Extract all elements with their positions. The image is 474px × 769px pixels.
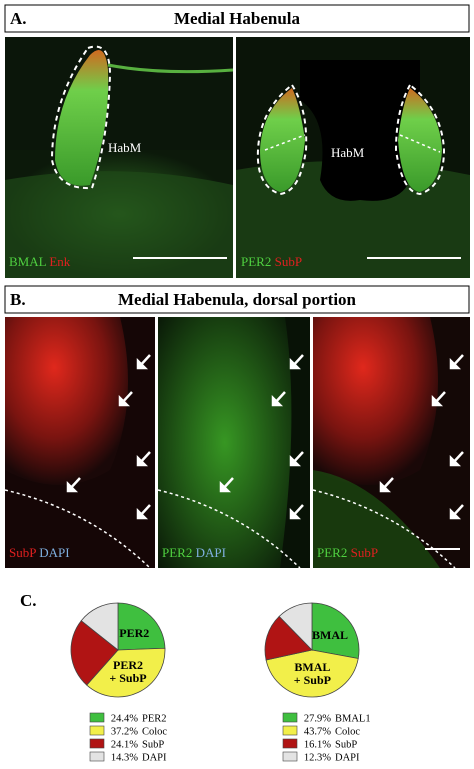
region-label: HabM <box>331 145 365 160</box>
legend-swatch <box>282 738 298 749</box>
legend-swatch <box>89 725 105 736</box>
legend-value: 43.7% <box>304 727 331 738</box>
slice-label-line: + SubP <box>109 671 146 685</box>
stain-label: SubP DAPI <box>9 545 70 560</box>
panel-letter: C. <box>20 591 37 610</box>
stain-label: PER2 DAPI <box>162 545 226 560</box>
legend-label: BMAL1 <box>335 714 371 725</box>
legend-value: 14.3% <box>111 753 138 764</box>
legend-swatch <box>89 738 105 749</box>
pie-slice <box>86 647 166 698</box>
pie-slice <box>278 602 313 651</box>
slice-label-line: BMAL <box>312 628 348 642</box>
slice-label: BMAL + SubP <box>294 660 331 687</box>
pie-slice <box>117 602 166 651</box>
legend-label: Coloc <box>335 727 360 738</box>
legend-value: 16.1% <box>304 740 331 751</box>
stain-label: PER2 SubP <box>241 254 302 269</box>
pie-slice <box>265 649 359 698</box>
legend-swatch <box>282 725 298 736</box>
title-box <box>4 285 470 314</box>
panel-title: Medial Habenula <box>174 9 301 28</box>
panel-letter: B. <box>10 290 26 309</box>
micrograph: SubP DAPI PER2 DAPI PER2 SubP <box>4 317 470 569</box>
legend-value: 24.4% <box>111 714 138 725</box>
stain-label: BMAL Enk <box>9 254 71 269</box>
legend-value: 27.9% <box>304 714 331 725</box>
legend-value: 24.1% <box>111 740 138 751</box>
slice-label-line: PER2 <box>119 626 149 640</box>
slice-label-line: + SubP <box>294 673 331 687</box>
micrograph: HabM BMAL Enk HabM PER2 SubP <box>5 37 470 278</box>
legend-swatch <box>89 712 105 723</box>
slice-label: PER2 + SubP <box>109 658 146 685</box>
legend-swatch <box>282 751 298 762</box>
pie-slice <box>70 620 119 686</box>
legend-label: SubP <box>142 740 164 751</box>
legend-label: DAPI <box>335 753 360 764</box>
legend-value: 12.3% <box>304 753 331 764</box>
legend-swatch <box>89 751 105 762</box>
legend-label: Coloc <box>142 727 167 738</box>
pie-slice <box>80 602 119 651</box>
slice-label: PER2 <box>119 626 149 640</box>
stain-label: PER2 SubP <box>317 545 378 560</box>
slice-label: BMAL <box>312 628 348 642</box>
legend-label: PER2 <box>142 714 167 725</box>
title-box <box>4 4 470 33</box>
panel-letter: A. <box>10 9 27 28</box>
legend-label: DAPI <box>142 753 167 764</box>
panel-title: Medial Habenula, dorsal portion <box>118 290 357 309</box>
region-label: HabM <box>108 140 142 155</box>
pie-slice <box>311 602 360 659</box>
slice-label-line: PER2 <box>113 658 143 672</box>
pie-slice <box>264 615 313 661</box>
legend-value: 37.2% <box>111 727 138 738</box>
legend-swatch <box>282 712 298 723</box>
slice-label-line: BMAL <box>294 660 330 674</box>
legend-label: SubP <box>335 740 357 751</box>
